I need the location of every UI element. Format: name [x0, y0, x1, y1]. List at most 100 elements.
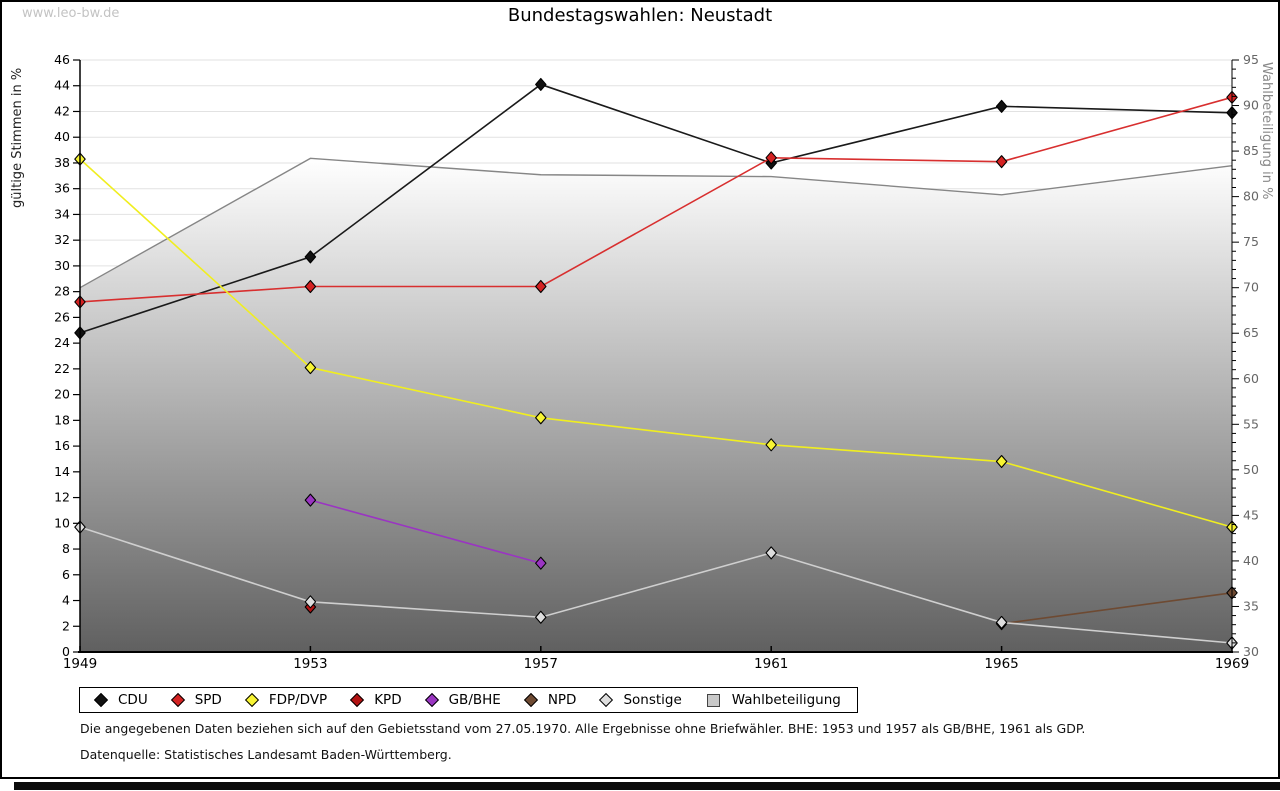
- legend-marker-fdp-dvp-icon: [244, 692, 259, 708]
- left-axis-tick-label: 6: [62, 567, 70, 582]
- series-gb-bhe-line: [310, 499, 542, 564]
- legend-label: Sonstige: [623, 692, 682, 708]
- left-axis-tick-label: 26: [54, 309, 70, 324]
- legend-item-kpd: KPD: [350, 692, 402, 708]
- right-axis-tick-label: 45: [1243, 507, 1259, 522]
- series-npd-line: [1001, 592, 1233, 625]
- legend-item-fdp-dvp: FDP/DVP: [244, 692, 328, 708]
- right-axis-tick-label: 65: [1243, 325, 1259, 340]
- turnout-line: [79, 157, 1233, 289]
- series-fdp-dvp-marker: [995, 454, 1008, 469]
- right-axis-tick-label: 60: [1243, 371, 1259, 386]
- right-axis-tick-label: 70: [1243, 280, 1259, 295]
- series-fdp-dvp-line: [79, 158, 1233, 528]
- right-axis-tick-label: 80: [1243, 189, 1259, 204]
- series-sonstige-marker: [765, 546, 777, 560]
- x-axis-year-label: 1949: [63, 656, 97, 672]
- left-axis-tick-label: 20: [54, 387, 70, 402]
- legend-marker-sonstige-icon: [599, 692, 614, 708]
- left-axis-tick-label: 34: [54, 206, 70, 221]
- series-fdp-dvp-marker: [535, 411, 547, 425]
- right-axis-tick-label: 40: [1243, 553, 1259, 568]
- left-axis-tick-label: 14: [54, 464, 70, 479]
- x-axis-year-label: 1961: [754, 656, 788, 672]
- left-axis-tick-label: 24: [54, 335, 70, 350]
- legend-label: NPD: [547, 692, 577, 708]
- left-axis-tick-label: 32: [54, 232, 70, 247]
- legend-label: SPD: [194, 692, 222, 708]
- series-cdu-marker: [304, 250, 317, 264]
- series-sonstige-marker: [535, 610, 547, 624]
- legend-item-wahlbeteiligung: Wahlbeteiligung: [706, 692, 841, 708]
- x-axis-year-label: 1957: [524, 656, 558, 672]
- series-fdp-dvp-marker: [304, 361, 317, 375]
- left-axis-tick-label: 12: [54, 490, 70, 505]
- x-axis-year-label: 1965: [984, 656, 1018, 672]
- left-axis-tick-label: 18: [54, 412, 70, 427]
- election-results-line-chart: 0246810121416182022242628303234363840424…: [54, 52, 1259, 672]
- legend-item-npd: NPD: [523, 692, 577, 708]
- left-axis-tick-label: 10: [54, 515, 70, 530]
- turnout-area: [80, 158, 1232, 652]
- left-axis-tick-label: 38: [54, 155, 70, 170]
- right-axis-tick-label: 35: [1243, 598, 1259, 613]
- page-title: Bundestagswahlen: Neustadt: [507, 5, 773, 26]
- footnote-text: Die angegebenen Daten beziehen sich auf …: [80, 721, 1086, 736]
- left-axis-tick-label: 36: [54, 181, 70, 196]
- left-axis-tick-label: 44: [54, 78, 70, 93]
- left-axis-tick-label: 4: [62, 593, 70, 608]
- legend-item-cdu: CDU: [93, 692, 148, 708]
- legend-marker-wahlbeteiligung-icon: [706, 693, 720, 707]
- series-sonstige-marker: [995, 615, 1008, 629]
- legend-label: GB/BHE: [448, 692, 501, 708]
- series-gb-bhe-marker: [535, 556, 547, 570]
- left-axis-tick-label: 42: [54, 103, 70, 118]
- legend-label: CDU: [118, 692, 148, 708]
- left-axis-tick-label: 0: [62, 644, 70, 659]
- left-axis-tick-label: 2: [62, 618, 70, 633]
- legend-item-spd: SPD: [170, 692, 222, 708]
- right-axis-tick-label: 85: [1243, 143, 1259, 158]
- series-cdu-marker: [535, 77, 547, 92]
- series-gb-bhe-marker: [304, 493, 317, 507]
- right-axis-tick-label: 95: [1243, 52, 1259, 67]
- legend-item-gb-bhe: GB/BHE: [424, 692, 501, 708]
- legend-marker-npd-icon: [523, 692, 538, 708]
- left-axis-tick-label: 8: [62, 541, 70, 556]
- series-fdp-dvp: [74, 152, 1238, 534]
- x-axis-year-label: 1969: [1215, 656, 1249, 672]
- data-source-note: Datenquelle: Statistisches Landesamt Bad…: [80, 747, 452, 762]
- bottom-border-bar: [14, 782, 1280, 790]
- right-axis-tick-label: 75: [1243, 234, 1259, 249]
- legend-marker-cdu-icon: [93, 692, 109, 708]
- legend-marker-gb-bhe-icon: [424, 692, 439, 708]
- series-spd-line: [79, 96, 1233, 303]
- right-axis-tick-label: 90: [1243, 98, 1259, 113]
- legend-marker-spd-icon: [170, 692, 185, 708]
- series-spd-marker: [304, 279, 317, 294]
- left-axis-tick-label: 22: [54, 361, 70, 376]
- series-cdu-marker: [995, 99, 1008, 113]
- legend: CDU SPD FDP/DVP KPD GB/BHE NPD Sonstige Wahlbet…: [79, 687, 858, 713]
- series-cdu-line: [79, 83, 1233, 334]
- left-axis-tick-label: 46: [54, 52, 70, 67]
- series-spd-marker: [995, 155, 1008, 169]
- series-spd-marker: [535, 279, 547, 294]
- series-sonstige: [74, 520, 1238, 650]
- legend-label: FDP/DVP: [268, 692, 328, 708]
- watermark: www.leo-bw.de: [22, 6, 120, 21]
- left-axis-tick-label: 40: [54, 129, 70, 144]
- series-spd: [74, 90, 1238, 309]
- series-sonstige-line: [79, 526, 1233, 644]
- right-axis-tick-label: 30: [1243, 644, 1259, 659]
- legend-item-sonstige: Sonstige: [599, 692, 682, 708]
- legend-label: KPD: [374, 692, 402, 708]
- x-axis-year-label: 1953: [293, 656, 327, 672]
- right-axis-tick-label: 50: [1243, 462, 1259, 477]
- legend-label: Wahlbeteiligung: [731, 692, 841, 708]
- series-sonstige-marker: [304, 595, 317, 609]
- left-axis-tick-label: 28: [54, 284, 70, 299]
- left-axis-tick-label: 30: [54, 258, 70, 273]
- left-axis-tick-label: 16: [54, 438, 70, 453]
